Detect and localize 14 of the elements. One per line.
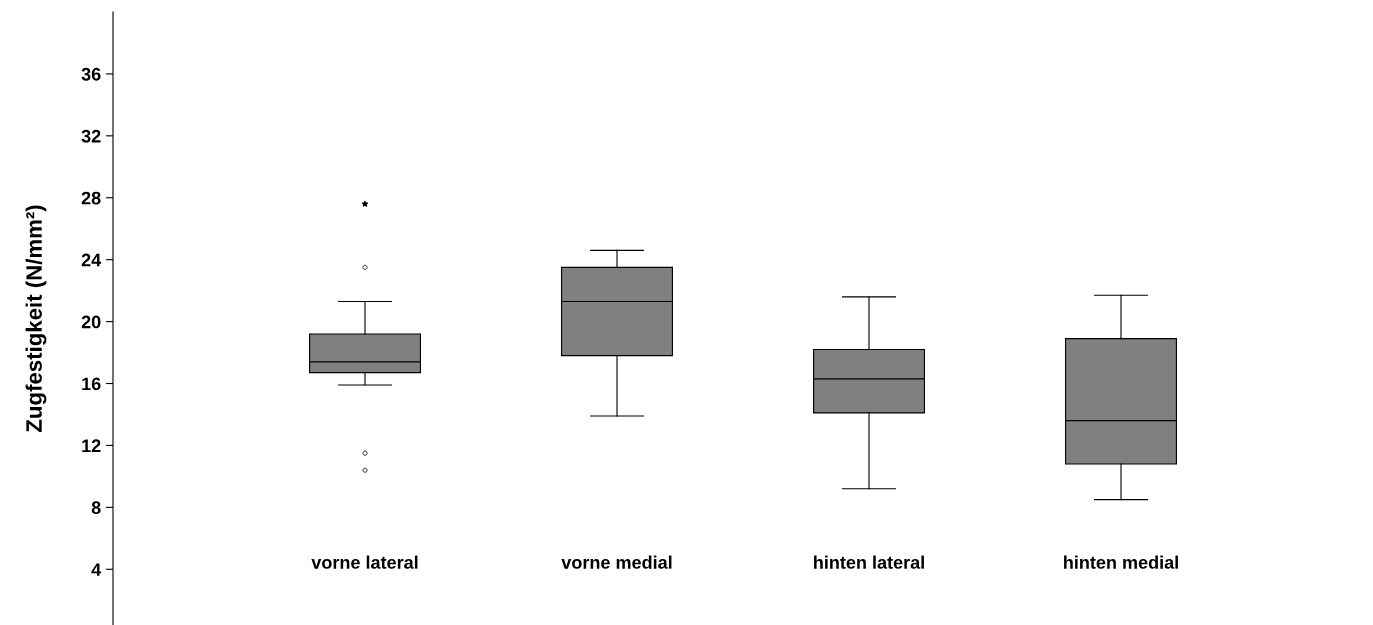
y-tick-label: 16 — [82, 377, 101, 391]
x-tick-label: vorne lateral — [311, 555, 418, 569]
y-tick-label: 36 — [81, 67, 101, 81]
y-tick-label: 20 — [81, 315, 101, 329]
x-tick-label: vorne medial — [561, 555, 672, 569]
x-tick-label: hinten medial — [1064, 555, 1178, 569]
y-axis-title: Zugfestigkeit (N/mm²) — [25, 205, 47, 433]
y-tick-label: 8 — [91, 501, 101, 515]
y-tick-label: 24 — [81, 253, 102, 267]
y-tick-label: 4 — [91, 563, 102, 576]
y-tick-label: 28 — [81, 191, 101, 205]
x-tick-label: hinten lateral — [814, 555, 924, 569]
y-tick-label: 32 — [81, 129, 101, 143]
y-tick-label: 12 — [82, 439, 101, 452]
